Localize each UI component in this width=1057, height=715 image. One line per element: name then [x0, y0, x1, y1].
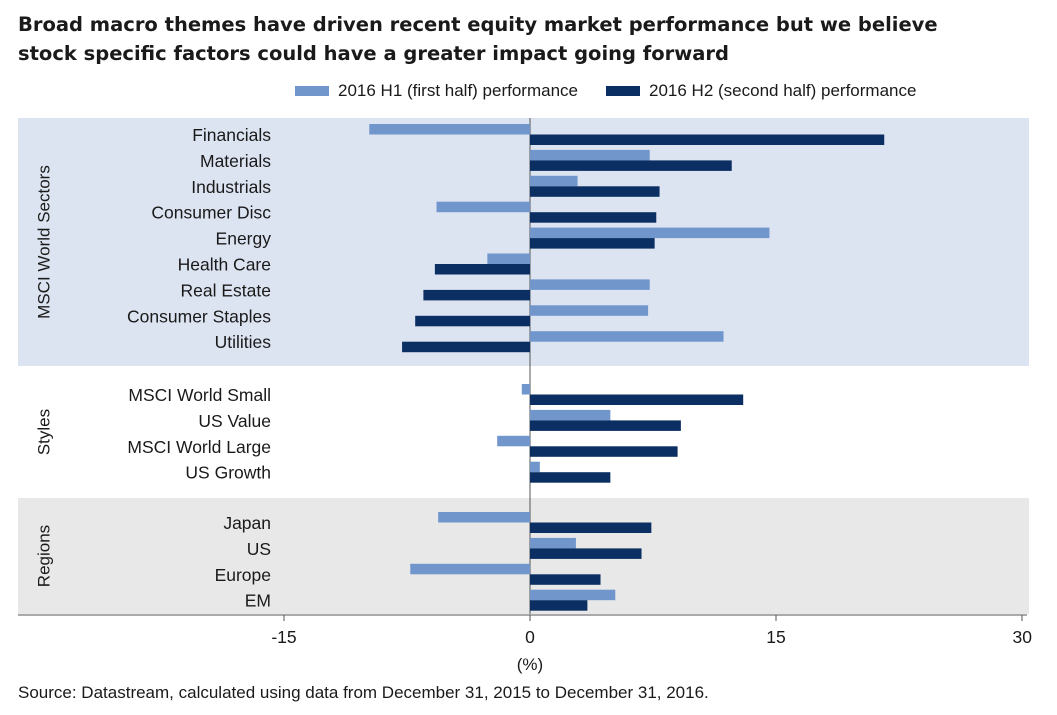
bar-h2 — [434, 264, 530, 275]
bar-h2 — [530, 160, 732, 171]
bar-h1 — [530, 175, 578, 187]
bar-h2 — [530, 238, 655, 249]
group-band-1 — [18, 118, 1029, 366]
bar-h1 — [497, 435, 530, 447]
bar-h2 — [530, 212, 657, 223]
group-label: Styles — [34, 409, 53, 455]
bar-h2 — [423, 289, 530, 301]
legend-item-h2: 2016 H2 (second half) performance — [606, 81, 916, 101]
bar-h2 — [530, 186, 660, 197]
category-label: US Growth — [185, 463, 271, 483]
chart-legend: 2016 H1 (first half) performance 2016 H2… — [295, 80, 944, 102]
bar-h1 — [530, 227, 770, 239]
x-tick-label: 15 — [766, 627, 785, 647]
bar-h2 — [530, 472, 611, 483]
bar-h1 — [436, 201, 530, 213]
chart-title-line-1: Broad macro themes have driven recent eq… — [18, 13, 938, 36]
bar-h1 — [530, 537, 576, 549]
category-label: Real Estate — [181, 280, 271, 300]
bar-h1 — [410, 563, 530, 575]
source-note: Source: Datastream, calculated using dat… — [18, 683, 709, 702]
category-label: Energy — [216, 229, 272, 249]
bar-h2 — [415, 315, 530, 327]
bar-h1 — [530, 331, 724, 342]
bar-h2 — [402, 341, 530, 353]
category-label: US Value — [198, 411, 271, 431]
x-tick-label: -15 — [271, 627, 296, 647]
legend-swatch-h1 — [295, 86, 329, 96]
category-label: Health Care — [178, 255, 271, 275]
bar-h1 — [530, 589, 616, 601]
category-label: Consumer Disc — [151, 203, 271, 223]
category-label: Industrials — [191, 177, 271, 197]
bar-h2 — [530, 574, 601, 585]
bar-h1 — [530, 305, 649, 316]
group-label: Regions — [34, 525, 53, 587]
category-label: Materials — [200, 151, 271, 171]
bar-h1 — [487, 253, 530, 264]
bar-h1 — [530, 279, 650, 290]
category-label: MSCI World Large — [127, 437, 271, 457]
bar-h1 — [369, 124, 530, 135]
bar-h1 — [530, 409, 611, 421]
bar-h1 — [438, 512, 530, 523]
x-tick-label: 0 — [525, 627, 535, 647]
category-label: US — [247, 539, 271, 559]
bar-h2 — [530, 446, 678, 457]
legend-label-h2: 2016 H2 (second half) performance — [649, 81, 917, 100]
category-label: MSCI World Small — [128, 385, 271, 405]
chart-title-line-2: stock specific factors could have a grea… — [18, 42, 730, 65]
category-label: EM — [245, 591, 271, 611]
bar-h2 — [530, 522, 652, 533]
x-tick-label: 30 — [1013, 627, 1033, 647]
bar-h1 — [530, 149, 650, 161]
group-label: MSCI World Sectors — [34, 165, 53, 319]
bar-h2 — [530, 394, 744, 405]
category-label: Europe — [215, 565, 271, 585]
legend-swatch-h2 — [606, 86, 640, 96]
bar-h2 — [530, 420, 681, 431]
legend-label-h1: 2016 H1 (first half) performance — [338, 81, 578, 100]
bar-h2 — [530, 600, 588, 611]
category-label: Financials — [192, 125, 271, 145]
chart-title: Broad macro themes have driven recent eq… — [18, 10, 1048, 68]
bar-h2 — [530, 548, 642, 559]
category-label: Utilities — [215, 332, 272, 352]
bar-h1 — [521, 384, 530, 395]
legend-item-h1: 2016 H1 (first half) performance — [295, 81, 578, 101]
category-label: Consumer Staples — [127, 306, 271, 326]
x-axis-title: (%) — [517, 655, 543, 674]
category-label: Japan — [223, 513, 271, 533]
bar-h2 — [530, 134, 885, 145]
bar-h1 — [530, 461, 540, 473]
